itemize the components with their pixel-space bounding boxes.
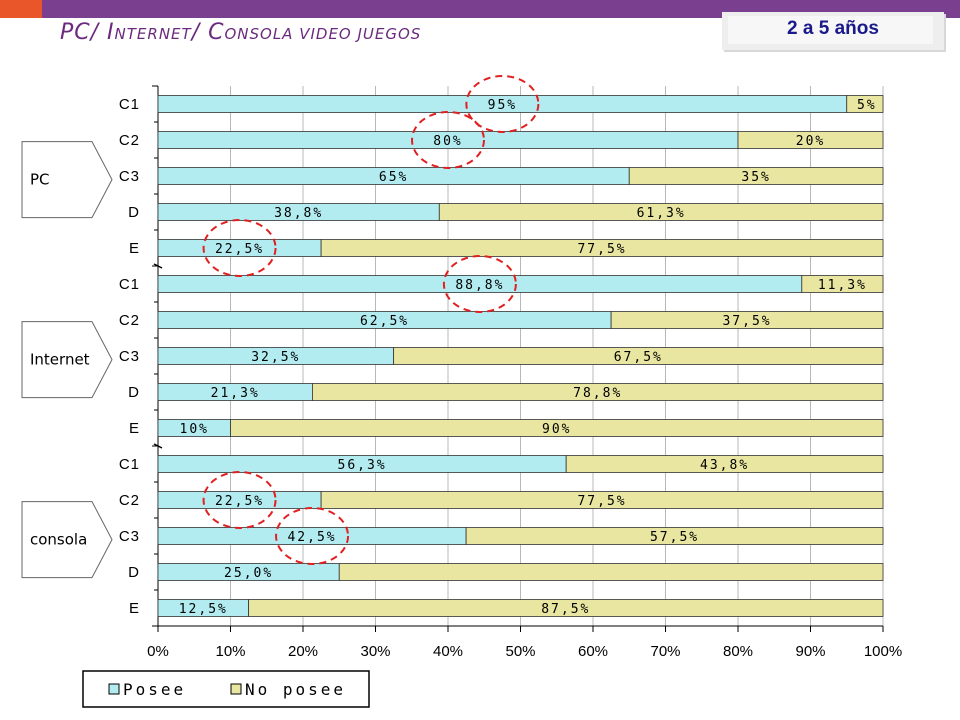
x-tick-label: 20% (288, 643, 318, 660)
data-label: 95% (488, 98, 517, 113)
title-part-2: NTERNET (114, 25, 192, 43)
category-label: C1 (119, 456, 140, 473)
legend-swatch-no-posee (230, 683, 242, 695)
x-tick-label: 10% (215, 643, 245, 660)
data-label: 56,3% (338, 458, 387, 473)
group-label: Internet (30, 351, 90, 369)
data-label: 62,5% (360, 314, 409, 329)
x-tick-label: 30% (360, 643, 390, 660)
age-range-label: 2 a 5 años (787, 18, 879, 39)
highlight-circle (465, 75, 540, 133)
group-arrow (21, 501, 113, 579)
data-label: 5% (857, 98, 877, 113)
legend-label: No posee (245, 680, 346, 699)
highlight-circle (411, 111, 485, 169)
data-label: 67,5% (614, 350, 663, 365)
bar-no-posee (320, 491, 884, 509)
data-label: 22,5% (215, 242, 264, 257)
category-label: D (128, 384, 140, 401)
data-label: 87,5% (541, 602, 590, 617)
data-label: 90% (542, 422, 571, 437)
bar-no-posee (610, 311, 884, 329)
bar-no-posee (320, 239, 884, 257)
data-label: 57,5% (650, 530, 699, 545)
category-label: C2 (119, 312, 140, 329)
category-label: E (129, 420, 140, 437)
x-tick-label: 60% (578, 643, 608, 660)
highlight-circle (442, 255, 517, 313)
data-label: 77,5% (577, 494, 626, 509)
header-accent (0, 0, 42, 18)
bar-no-posee (737, 131, 884, 149)
group-arrow (21, 141, 113, 219)
data-label: 65% (379, 170, 408, 185)
data-label: 38,8% (274, 206, 323, 221)
header-bar (0, 0, 960, 18)
data-label: 10% (180, 422, 209, 437)
category-label: C2 (119, 492, 140, 509)
bar-no-posee (565, 455, 884, 473)
category-label: C3 (119, 348, 140, 365)
data-label: 32,5% (251, 350, 300, 365)
category-label: C1 (119, 276, 140, 293)
x-tick-label: 0% (147, 643, 169, 660)
bar-no-posee (465, 527, 884, 545)
category-label: C3 (119, 528, 140, 545)
data-label: 25,0% (224, 566, 273, 581)
bar-no-posee (312, 383, 884, 401)
category-label: C3 (119, 168, 140, 185)
x-tick-label: 70% (650, 643, 680, 660)
legend-swatch-posee (108, 683, 120, 695)
data-label: 43,8% (700, 458, 749, 473)
x-tick-label: 100% (864, 643, 902, 660)
category-label: E (129, 600, 140, 617)
group-label: PC (30, 171, 50, 189)
bar-no-posee (230, 419, 884, 437)
age-range-box-inner (728, 16, 933, 44)
x-tick-label: 50% (505, 643, 535, 660)
category-label: E (129, 240, 140, 257)
category-label: C1 (119, 96, 140, 113)
highlight-circle (275, 507, 350, 565)
x-tick-label: 80% (723, 643, 753, 660)
data-label: 22,5% (215, 494, 264, 509)
data-label: 20% (796, 134, 825, 149)
bar-no-posee (801, 275, 884, 293)
highlight-circle (202, 219, 277, 277)
bar-no-posee (628, 167, 884, 185)
bar-no-posee (438, 203, 884, 221)
data-label: 35% (741, 170, 770, 185)
title-part-3: / C (191, 20, 225, 45)
age-range-box: 2 a 5 años (722, 12, 944, 50)
title-part-1: PC/ I (60, 20, 115, 45)
legend-label: Posee (123, 680, 186, 699)
x-tick-label: 40% (433, 643, 463, 660)
title-part-4: ONSOLA VIDEO JUEGOS (224, 25, 422, 43)
data-label: 78,8% (573, 386, 622, 401)
data-label: 21,3% (211, 386, 260, 401)
data-label: 88,8% (455, 278, 504, 293)
data-label: 42,5% (287, 530, 336, 545)
data-label: 37,5% (722, 314, 771, 329)
data-label: 77,5% (577, 242, 626, 257)
legend-box (82, 670, 370, 708)
data-label: 11,3% (818, 278, 867, 293)
group-label: consola (30, 531, 87, 549)
bar-no-posee (338, 563, 884, 581)
category-label: D (128, 564, 140, 581)
category-label: C2 (119, 132, 140, 149)
highlight-circle (202, 471, 277, 529)
bar-no-posee (393, 347, 884, 365)
bar-no-posee (846, 95, 884, 113)
group-arrow (21, 321, 113, 399)
x-tick-label: 90% (795, 643, 825, 660)
data-label: 61,3% (637, 206, 686, 221)
bar-no-posee (248, 599, 884, 617)
page-title: PC/ INTERNET/ CONSOLA VIDEO JUEGOS (60, 20, 421, 45)
category-label: D (128, 204, 140, 221)
data-label: 80% (433, 134, 462, 149)
data-label: 12,5% (179, 602, 228, 617)
